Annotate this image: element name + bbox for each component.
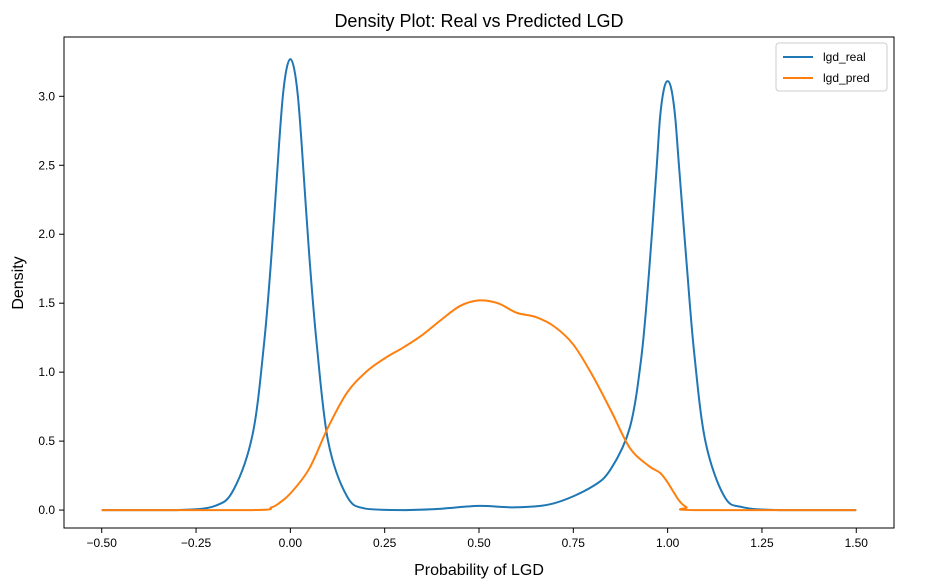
- legend: lgd_real lgd_pred: [775, 42, 888, 92]
- y-tick-label: 2.0: [38, 227, 55, 241]
- y-tick-label: 1.0: [38, 365, 55, 379]
- plot-area: −0.50 −0.25 0.00 0.25 0.50 0.75 1.00 1.25 1.50 0…: [38, 36, 895, 550]
- y-tick-label: 3.0: [38, 89, 55, 103]
- x-tick-label: 0.00: [279, 536, 303, 550]
- y-tick-label: 1.5: [38, 296, 55, 310]
- legend-label-lgd-real: lgd_real: [823, 50, 866, 64]
- x-tick-label: 1.25: [750, 536, 774, 550]
- x-axis-label: Probability of LGD: [414, 562, 544, 579]
- x-tick-label: 0.75: [562, 536, 586, 550]
- series-line-lgd-pred: [101, 299, 857, 512]
- series-line-lgd-real: [101, 58, 857, 512]
- y-tick-label: 0.0: [38, 503, 55, 517]
- x-tick-label: −0.25: [181, 536, 212, 550]
- chart-title: Density Plot: Real vs Predicted LGD: [334, 11, 623, 31]
- legend-label-lgd-pred: lgd_pred: [823, 71, 870, 85]
- y-tick-label: 0.5: [38, 434, 55, 448]
- x-tick-label: −0.50: [87, 536, 118, 550]
- x-tick-label: 0.25: [373, 536, 397, 550]
- y-axis-label: Density: [10, 256, 27, 309]
- x-axis: −0.50 −0.25 0.00 0.25 0.50 0.75 1.00 1.25 1.50: [87, 528, 869, 550]
- y-axis: 0.0 0.5 1.0 1.5 2.0 2.5 3.0: [38, 89, 64, 517]
- x-tick-label: 1.50: [845, 536, 869, 550]
- x-tick-label: 1.00: [656, 536, 680, 550]
- y-tick-label: 2.5: [38, 158, 55, 172]
- plot-frame: [63, 36, 895, 529]
- series-lines: [101, 58, 857, 512]
- x-tick-label: 0.50: [467, 536, 491, 550]
